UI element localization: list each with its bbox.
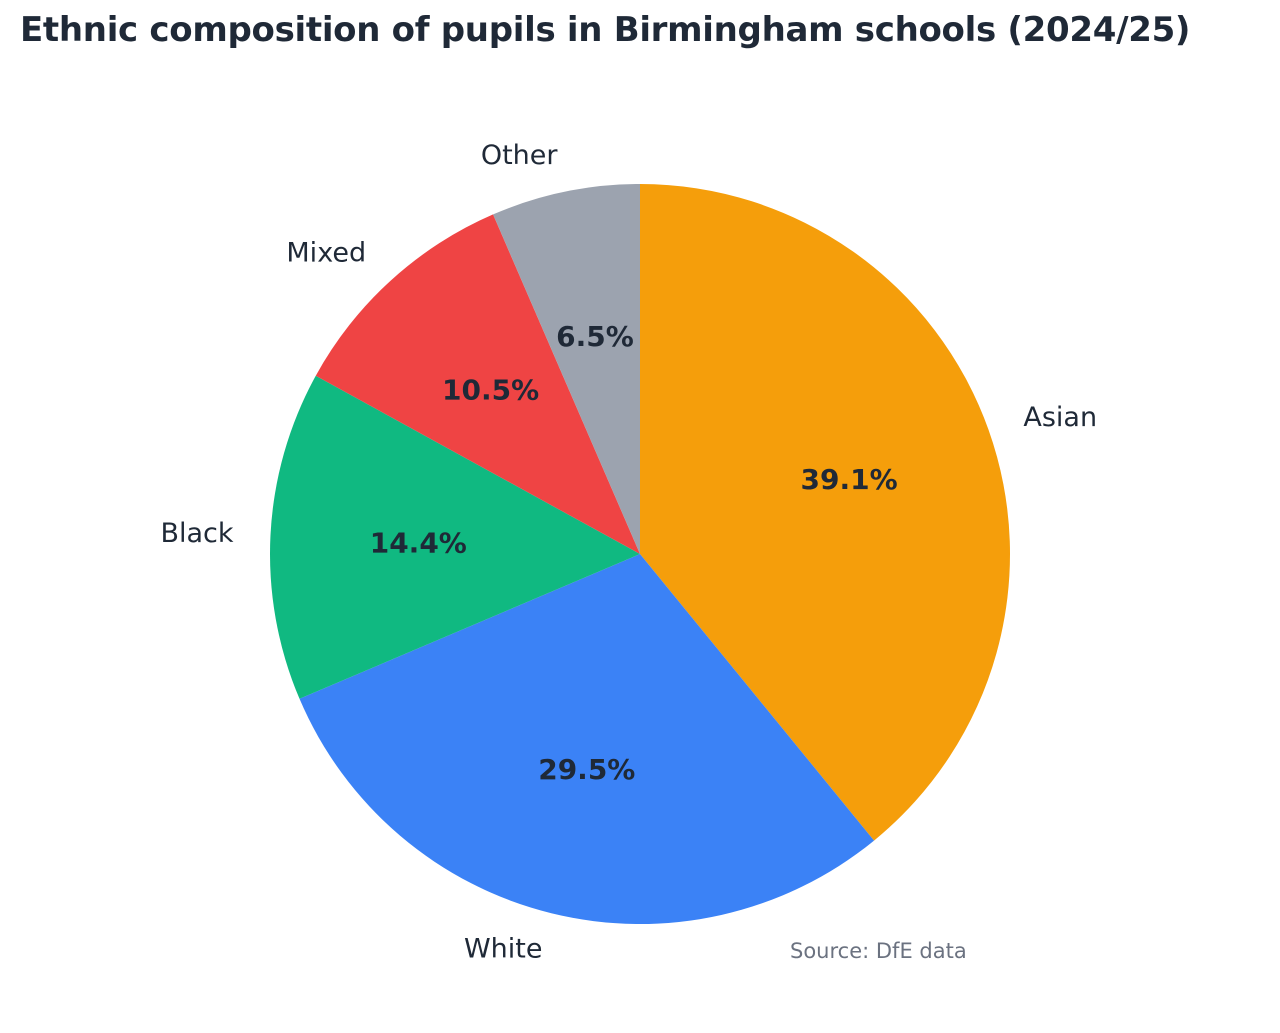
pct-label-mixed: 10.5% bbox=[442, 373, 539, 406]
category-label-other: Other bbox=[481, 140, 559, 171]
pie-slice-asian bbox=[640, 184, 1011, 841]
pie-slice-black bbox=[269, 375, 640, 699]
category-label-mixed: Mixed bbox=[286, 238, 366, 269]
pct-label-white: 29.5% bbox=[538, 753, 635, 786]
chart-title: Ethnic composition of pupils in Birmingh… bbox=[20, 10, 1191, 50]
category-label-black: Black bbox=[160, 518, 233, 549]
pct-label-black: 14.4% bbox=[370, 526, 467, 559]
pie-slice-mixed bbox=[315, 214, 640, 554]
pct-label-other: 6.5% bbox=[556, 320, 634, 353]
category-label-white: White bbox=[464, 934, 543, 965]
pie-slice-other bbox=[493, 184, 640, 554]
category-label-asian: Asian bbox=[1023, 402, 1097, 433]
pie-slice-white bbox=[299, 554, 875, 925]
pct-label-asian: 39.1% bbox=[801, 463, 898, 496]
source-note: Source: DfE data bbox=[790, 939, 967, 963]
